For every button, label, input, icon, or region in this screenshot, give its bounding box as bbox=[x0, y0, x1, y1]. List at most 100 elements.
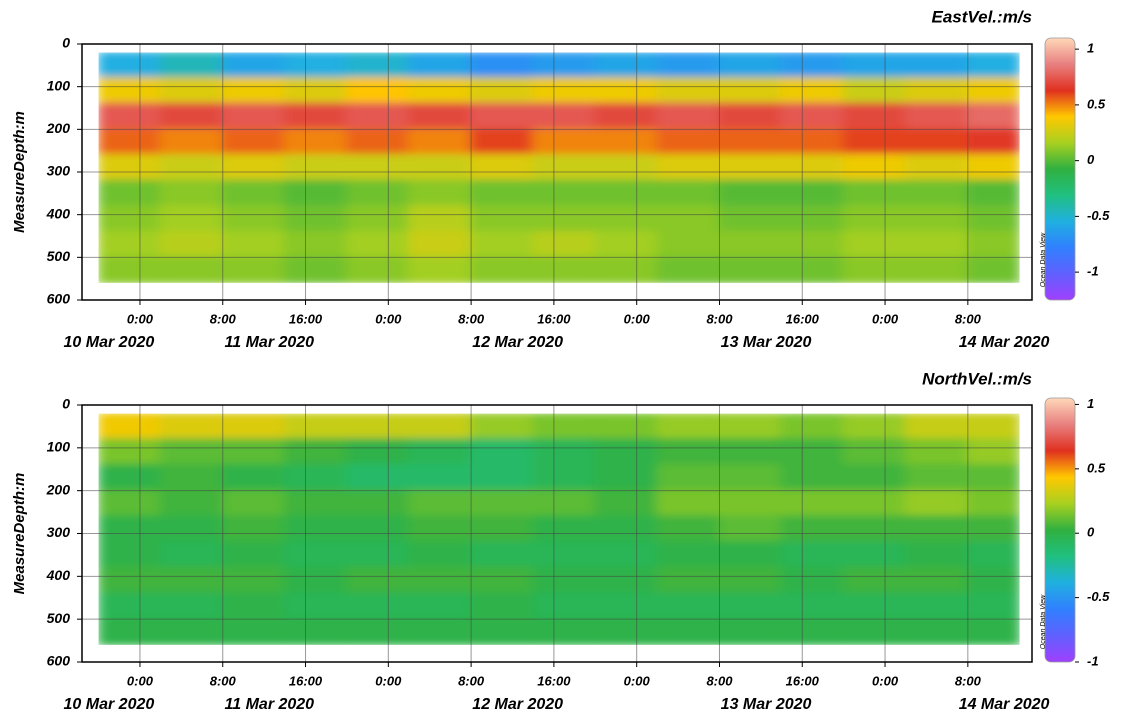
heat-cell bbox=[470, 413, 535, 441]
heat-cell bbox=[842, 52, 907, 80]
heat-cell bbox=[159, 541, 224, 569]
heat-cell bbox=[221, 463, 286, 492]
heat-cell bbox=[98, 230, 162, 259]
heat-cell bbox=[532, 489, 597, 518]
heat-cell bbox=[718, 618, 783, 645]
heat-cell bbox=[656, 438, 721, 466]
heat-cell bbox=[532, 77, 597, 105]
heat-cell bbox=[842, 179, 907, 208]
heat-cell bbox=[470, 592, 535, 621]
heat-cell bbox=[345, 128, 411, 156]
x-tick-label: 0:00 bbox=[127, 311, 154, 326]
heat-cell bbox=[345, 52, 411, 80]
heat-cell bbox=[656, 489, 721, 518]
heat-cell bbox=[221, 128, 286, 156]
heat-cell bbox=[594, 413, 659, 441]
heat-cell bbox=[408, 515, 473, 544]
heat-cell bbox=[966, 230, 1020, 259]
x-tick-label: 16:00 bbox=[289, 311, 323, 326]
colorbar-tick-label: -0.5 bbox=[1087, 589, 1110, 604]
heat-cell bbox=[159, 179, 224, 208]
y-axis-label: MeasureDepth:m bbox=[11, 473, 28, 595]
heat-cell bbox=[470, 128, 535, 156]
heat-cell bbox=[594, 541, 659, 569]
heatmap-cells bbox=[98, 52, 1020, 283]
heat-cell bbox=[283, 515, 348, 544]
heat-cell bbox=[408, 52, 473, 80]
heat-cell bbox=[904, 77, 969, 105]
heat-cell bbox=[904, 413, 969, 441]
colorbar-tick-label: 0 bbox=[1087, 152, 1095, 167]
heat-cell bbox=[470, 541, 535, 569]
heat-cell bbox=[408, 463, 473, 492]
heat-cell bbox=[470, 205, 535, 233]
heat-cell bbox=[718, 566, 783, 595]
heat-cell bbox=[408, 128, 473, 156]
heat-cell bbox=[159, 52, 224, 80]
plot-frame bbox=[81, 404, 1033, 663]
heat-cell bbox=[408, 205, 473, 233]
heat-cell bbox=[904, 230, 969, 259]
x-tick-label: 0:00 bbox=[127, 673, 154, 688]
heat-cell bbox=[904, 618, 969, 645]
date-label: 12 Mar 2020 bbox=[472, 334, 563, 351]
heat-cell bbox=[470, 230, 535, 259]
heat-cell bbox=[594, 205, 659, 233]
heat-cell bbox=[780, 541, 845, 569]
y-tick-label: 300 bbox=[47, 163, 71, 179]
heat-cell bbox=[283, 618, 348, 645]
heat-cell bbox=[345, 541, 411, 569]
heat-cell bbox=[159, 77, 224, 105]
heat-cell bbox=[98, 413, 162, 441]
heat-cell bbox=[221, 230, 286, 259]
heat-cell bbox=[98, 102, 162, 131]
y-tick-label: 600 bbox=[47, 653, 71, 669]
colorbar-tick-label: 0.5 bbox=[1087, 96, 1106, 111]
heat-cell bbox=[966, 179, 1020, 208]
heat-cell bbox=[98, 438, 162, 466]
x-tick-label: 8:00 bbox=[458, 673, 485, 688]
heat-cell bbox=[98, 52, 162, 80]
heat-cell bbox=[718, 179, 783, 208]
heat-cell bbox=[283, 541, 348, 569]
heat-cell bbox=[656, 128, 721, 156]
x-tick-label: 16:00 bbox=[786, 311, 820, 326]
heat-cell bbox=[904, 205, 969, 233]
heat-cell bbox=[656, 230, 721, 259]
heat-cell bbox=[594, 618, 659, 645]
heat-cell bbox=[966, 489, 1020, 518]
heat-cell bbox=[283, 230, 348, 259]
heat-cell bbox=[98, 153, 162, 182]
heat-cell bbox=[718, 592, 783, 621]
heat-cell bbox=[594, 102, 659, 131]
heat-cell bbox=[656, 205, 721, 233]
y-tick-label: 500 bbox=[47, 248, 71, 264]
x-tick-label: 8:00 bbox=[955, 673, 982, 688]
heat-cell bbox=[221, 541, 286, 569]
heat-cell bbox=[283, 463, 348, 492]
heat-cell bbox=[221, 566, 286, 595]
heat-cell bbox=[780, 102, 845, 131]
x-tick-label: 8:00 bbox=[210, 311, 237, 326]
heat-cell bbox=[532, 102, 597, 131]
heat-cell bbox=[283, 413, 348, 441]
heat-cell bbox=[345, 413, 411, 441]
heat-cell bbox=[718, 463, 783, 492]
heat-cell bbox=[283, 489, 348, 518]
heat-cell bbox=[904, 463, 969, 492]
heat-cell bbox=[408, 618, 473, 645]
heat-cell bbox=[221, 413, 286, 441]
heat-cell bbox=[221, 179, 286, 208]
heat-cell bbox=[780, 489, 845, 518]
heat-cell bbox=[159, 205, 224, 233]
heat-cell bbox=[98, 489, 162, 518]
heatmap-cells bbox=[98, 413, 1020, 645]
heat-cell bbox=[780, 438, 845, 466]
heat-cell bbox=[904, 566, 969, 595]
y-tick-label: 200 bbox=[46, 481, 71, 497]
heat-cell bbox=[656, 77, 721, 105]
heat-cell bbox=[780, 230, 845, 259]
heat-cell bbox=[780, 52, 845, 80]
y-axis-label: MeasureDepth:m bbox=[11, 111, 28, 233]
